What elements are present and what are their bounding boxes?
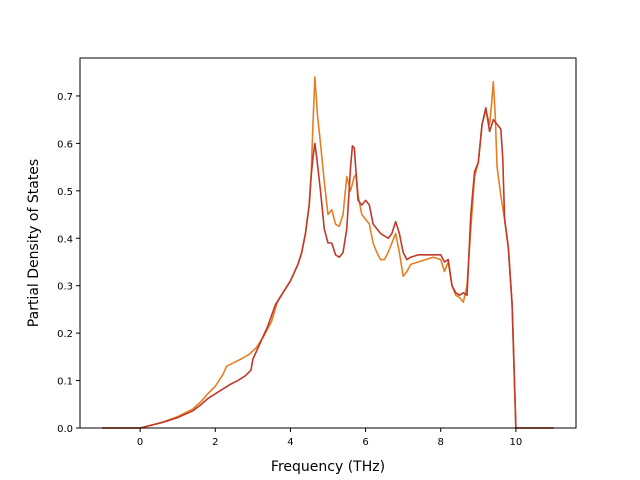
y-tick-label: 0.1 [57, 377, 73, 388]
y-tick-label: 0.3 [57, 282, 73, 293]
y-tick-label: 0.0 [57, 424, 73, 435]
y-axis-label: Partial Density of States [26, 159, 42, 327]
series-line-2 [101, 107, 555, 429]
series-line-1 [101, 76, 555, 429]
x-axis-label: Frequency (THz) [271, 459, 385, 475]
x-tick-label: 8 [438, 437, 444, 448]
x-axis-ticks: 0 2 4 6 8 10 [137, 428, 522, 448]
y-tick-label: 0.2 [57, 329, 73, 340]
y-tick-label: 0.5 [57, 187, 73, 198]
x-tick-label: 0 [137, 437, 143, 448]
y-tick-label: 0.6 [57, 139, 73, 150]
y-axis-ticks: 0.0 0.1 0.2 0.3 0.4 0.5 0.6 0.7 [57, 92, 80, 435]
x-tick-label: 4 [287, 437, 293, 448]
plot-frame [79, 57, 577, 429]
y-tick-label: 0.4 [57, 234, 73, 245]
x-tick-label: 6 [362, 437, 368, 448]
x-tick-label: 10 [510, 437, 523, 448]
y-tick-label: 0.7 [57, 92, 73, 103]
series-layer [101, 76, 555, 429]
x-tick-label: 2 [212, 437, 218, 448]
